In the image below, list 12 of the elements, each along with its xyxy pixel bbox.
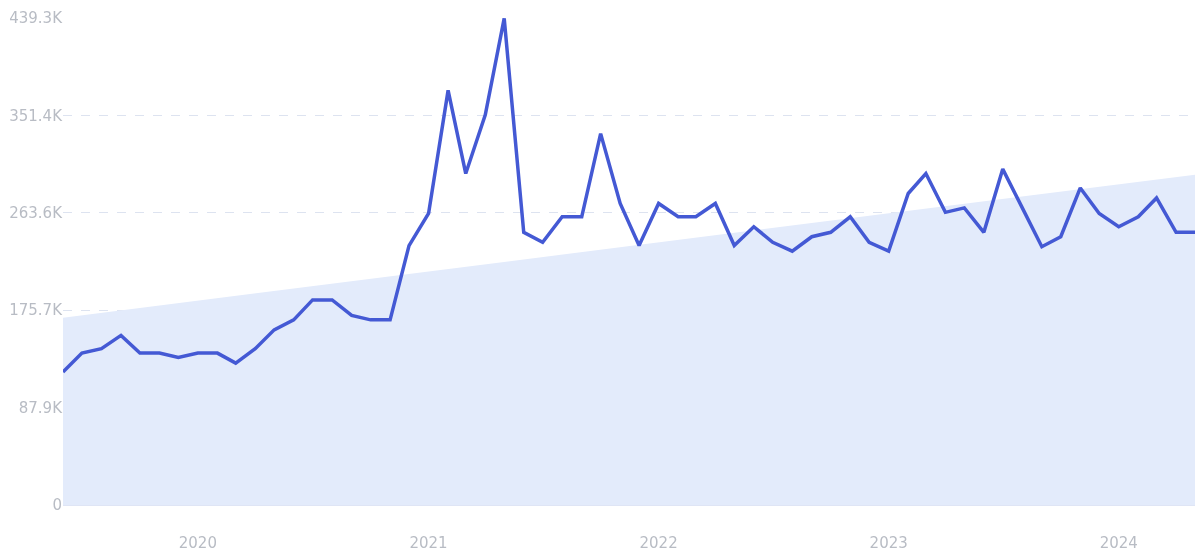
x-tick-label: 2021 [409,534,448,552]
line-series [63,18,1195,374]
x-tick-label: 2022 [639,534,678,552]
y-tick-label: 87.9K [18,398,64,417]
y-tick-label: 439.3K [9,9,64,28]
x-tick-label: 2023 [869,534,908,552]
y-tick-label: 351.4K [9,106,64,125]
x-tick-label: 2020 [178,534,217,552]
y-tick-label: 263.6K [9,204,64,223]
y-tick-label: 0 [52,496,62,515]
y-tick-label: 175.7K [9,301,64,320]
x-tick-label: 2024 [1099,534,1138,552]
